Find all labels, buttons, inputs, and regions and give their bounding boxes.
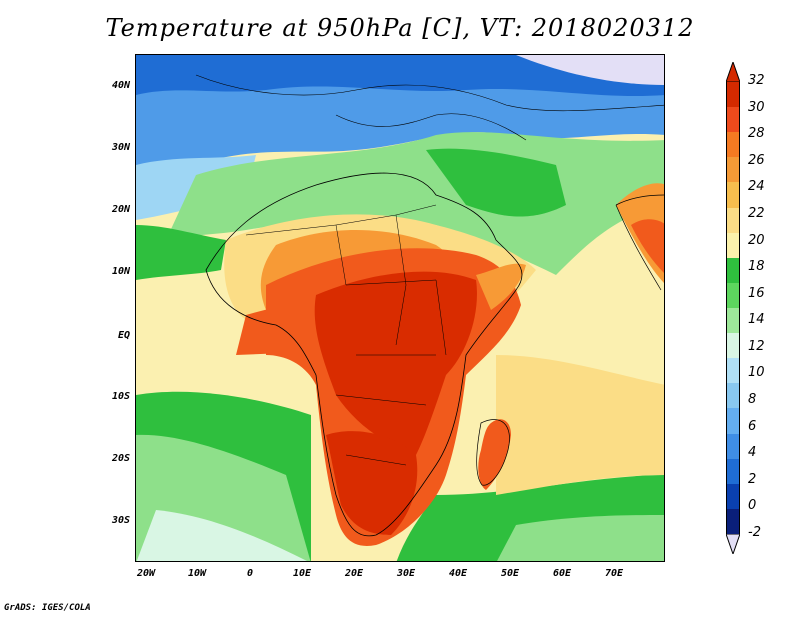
colorbar-band — [726, 132, 740, 158]
y-tick-label: EQ — [117, 330, 130, 341]
colorbar-tick-label: 32 — [748, 73, 765, 88]
colorbar-band — [726, 182, 740, 209]
map-title: Temperature at 950hPa [C], VT: 201802031… — [105, 14, 695, 42]
colorbar-bottom-arrow — [726, 534, 740, 554]
colorbar-top-arrow — [726, 62, 740, 82]
colorbar-tick-label: -2 — [748, 525, 761, 540]
colorbar-tick-label: 18 — [748, 259, 765, 275]
x-tick-label: 60E — [552, 568, 572, 579]
x-tick-label: 20W — [136, 568, 156, 579]
colorbar-tick-label: 28 — [748, 126, 765, 142]
x-tick-label: 70E — [604, 568, 624, 579]
x-tick-label: 0 — [246, 568, 254, 579]
colorbar-tick-label: 30 — [748, 99, 765, 115]
colorbar-tick-label: 16 — [748, 285, 765, 301]
x-tick-label: 10E — [292, 568, 312, 579]
x-tick-label: 30E — [396, 568, 416, 579]
colorbar-tick-label: 0 — [748, 498, 757, 514]
colorbar-tick-label: 24 — [748, 179, 765, 195]
x-tick-label: 50E — [500, 568, 520, 579]
colorbar-band — [726, 232, 740, 259]
colorbar-band — [726, 282, 740, 309]
colorbar-band — [726, 333, 740, 359]
africa-coastline — [205, 172, 523, 537]
temperature-map — [136, 55, 664, 561]
colorbar-tick-label: 20 — [748, 232, 765, 248]
colorbar-band — [726, 157, 740, 183]
colorbar-band — [726, 483, 740, 510]
colorbar-band — [726, 508, 740, 535]
madagascar — [478, 419, 511, 490]
colorbar-band — [726, 458, 740, 485]
y-tick-label: 40N — [111, 80, 130, 91]
colorbar-band — [726, 408, 740, 435]
colorbar-tick-label: 8 — [748, 392, 757, 408]
x-tick-label: 10W — [187, 568, 207, 579]
y-tick-label: 20S — [111, 453, 130, 464]
colorbar-tick-label: 14 — [748, 312, 765, 328]
credit-text: GrADS: IGES/COLA — [4, 603, 91, 613]
colorbar-tick-label: 22 — [748, 205, 765, 221]
colorbar-band — [726, 257, 740, 284]
y-tick-label: 30S — [111, 515, 130, 526]
colorbar-band — [726, 433, 740, 460]
y-tick-label: 20N — [111, 204, 130, 215]
x-tick-label: 40E — [448, 568, 468, 579]
colorbar-band — [726, 207, 740, 234]
colorbar-tick-label: 2 — [748, 471, 757, 487]
colorbar-band — [726, 383, 740, 409]
x-tick-label: 20E — [344, 568, 364, 579]
colorbar-tick-label: 6 — [748, 418, 757, 434]
colorbar-band — [726, 358, 740, 384]
colorbar-tick-label: 4 — [748, 445, 757, 461]
colorbar-tick-label: 12 — [748, 338, 765, 354]
y-tick-label: 10N — [111, 266, 130, 277]
colorbar-band — [726, 107, 740, 133]
colorbar-tick-label: 26 — [748, 152, 765, 168]
y-tick-label: 10S — [111, 391, 130, 402]
map-panel — [135, 54, 665, 562]
colorbar-band — [726, 308, 740, 334]
colorbar-tick-label: 10 — [748, 365, 765, 381]
colorbar-band — [726, 82, 740, 108]
y-tick-label: 30N — [111, 142, 130, 153]
